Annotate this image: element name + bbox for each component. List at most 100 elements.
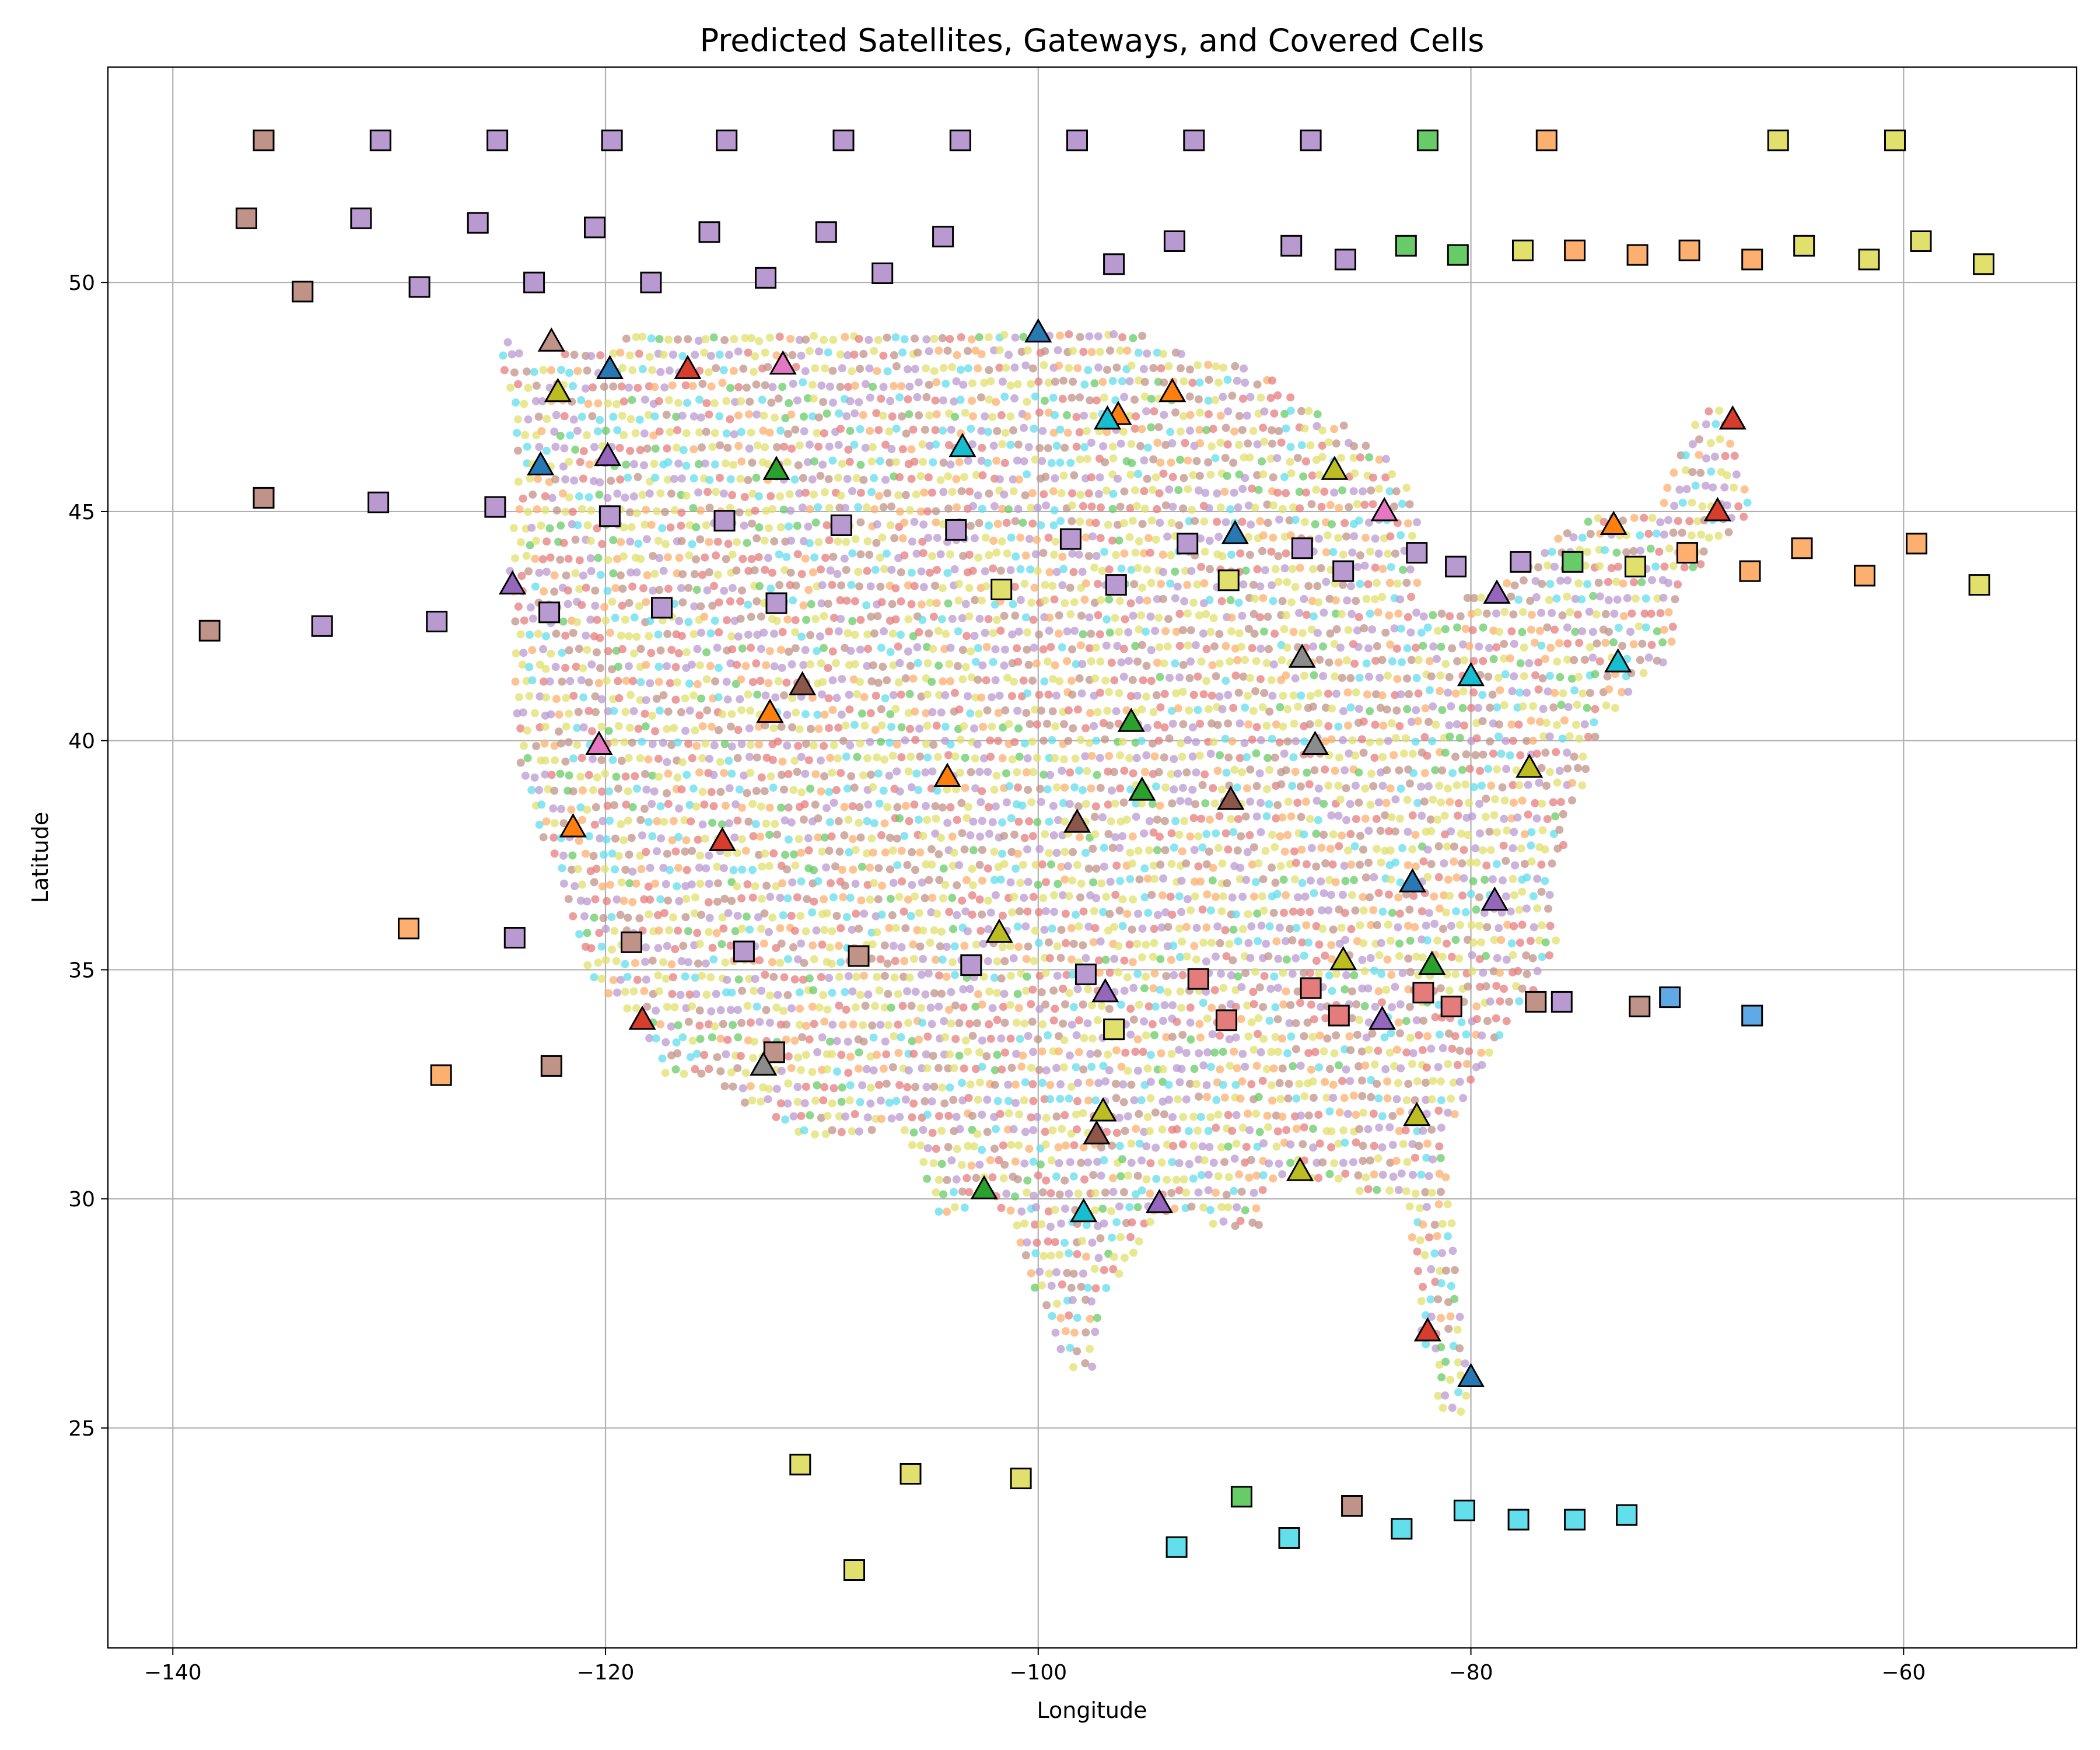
covered-cell [1090, 1206, 1099, 1214]
covered-cell [541, 506, 550, 514]
covered-cell [911, 892, 919, 901]
covered-cell [881, 1037, 890, 1046]
covered-cell [1421, 1188, 1430, 1196]
covered-cell [555, 727, 563, 736]
covered-cell [1383, 1094, 1392, 1102]
covered-cell [1258, 892, 1266, 901]
covered-cell [1394, 1186, 1403, 1194]
covered-cell [755, 740, 764, 749]
covered-cell [801, 710, 810, 719]
covered-cell [656, 489, 665, 498]
covered-cell [862, 849, 871, 858]
covered-cell [959, 1003, 968, 1012]
covered-cell [540, 739, 549, 748]
covered-cell [1444, 1108, 1452, 1117]
covered-cell [787, 912, 796, 920]
covered-cell [895, 787, 904, 796]
covered-cell [960, 942, 969, 950]
covered-cell [700, 800, 709, 809]
covered-cell [613, 988, 621, 997]
covered-cell [681, 726, 690, 735]
covered-cell [1346, 703, 1355, 712]
covered-cell [1078, 1237, 1086, 1245]
covered-cell [1468, 967, 1476, 976]
covered-cell [1373, 921, 1381, 929]
covered-cell [1042, 1114, 1051, 1122]
covered-cell [1231, 1033, 1240, 1042]
covered-cell [971, 1002, 980, 1011]
covered-cell [1295, 608, 1304, 617]
covered-cell [791, 861, 800, 870]
covered-cell [1462, 750, 1471, 759]
covered-cell [912, 769, 921, 778]
covered-cell [1174, 769, 1182, 778]
covered-cell [1367, 921, 1376, 929]
covered-cell [1398, 658, 1406, 667]
covered-cell [790, 757, 799, 765]
covered-cell [698, 722, 707, 731]
covered-cell [1347, 860, 1356, 869]
covered-cell [921, 990, 930, 999]
covered-cell [1016, 907, 1024, 916]
covered-cell [1146, 1051, 1155, 1059]
covered-cell [1060, 817, 1069, 826]
covered-cell [661, 1069, 670, 1077]
covered-cell [911, 988, 920, 996]
covered-cell [1111, 833, 1120, 842]
covered-cell [1082, 800, 1090, 808]
covered-cell [650, 787, 659, 796]
covered-cell [578, 816, 587, 824]
covered-cell [975, 768, 984, 776]
covered-cell [1060, 1111, 1069, 1119]
covered-cell [921, 894, 929, 902]
covered-cell [1014, 943, 1023, 951]
covered-cell [1125, 533, 1134, 541]
covered-cell [685, 706, 694, 715]
covered-cell [1195, 1049, 1203, 1058]
covered-cell [677, 584, 685, 593]
covered-cell [1287, 1032, 1296, 1041]
covered-cell [820, 710, 829, 719]
covered-cell [1179, 660, 1188, 669]
covered-cell [1194, 862, 1203, 871]
covered-cell [1182, 859, 1191, 868]
covered-cell [1035, 1268, 1044, 1276]
covered-cell [645, 489, 654, 498]
covered-cell [1237, 642, 1245, 651]
covered-cell [1558, 734, 1567, 743]
covered-cell [592, 648, 601, 657]
covered-cell [628, 867, 637, 876]
covered-cell [1042, 1176, 1051, 1185]
covered-cell [1229, 925, 1238, 934]
covered-cell [1151, 626, 1160, 635]
covered-cell [787, 1004, 796, 1013]
covered-cell [1670, 502, 1679, 510]
covered-cell [1546, 580, 1555, 589]
covered-cell [967, 673, 976, 682]
covered-cell [646, 895, 654, 904]
covered-cell [1476, 982, 1485, 991]
covered-cell [1448, 1404, 1457, 1412]
covered-cell [828, 1050, 836, 1058]
covered-cell [1297, 908, 1305, 916]
covered-cell [822, 804, 831, 813]
covered-cell [754, 722, 763, 731]
covered-cell [965, 1188, 974, 1196]
covered-cell [532, 742, 541, 750]
covered-cell [1142, 692, 1151, 701]
covered-cell [1027, 1000, 1035, 1009]
covered-cell [1432, 720, 1440, 729]
covered-cell [1487, 781, 1496, 790]
covered-cell [773, 830, 782, 839]
covered-cell [1282, 891, 1290, 900]
covered-cell [1399, 749, 1408, 758]
covered-cell [1236, 863, 1245, 872]
covered-cell [1714, 531, 1723, 540]
covered-cell [1042, 878, 1050, 887]
covered-cell [746, 741, 755, 749]
covered-cell [783, 991, 792, 999]
covered-cell [743, 880, 752, 888]
covered-cell [997, 974, 1006, 983]
covered-cell [1191, 517, 1199, 526]
